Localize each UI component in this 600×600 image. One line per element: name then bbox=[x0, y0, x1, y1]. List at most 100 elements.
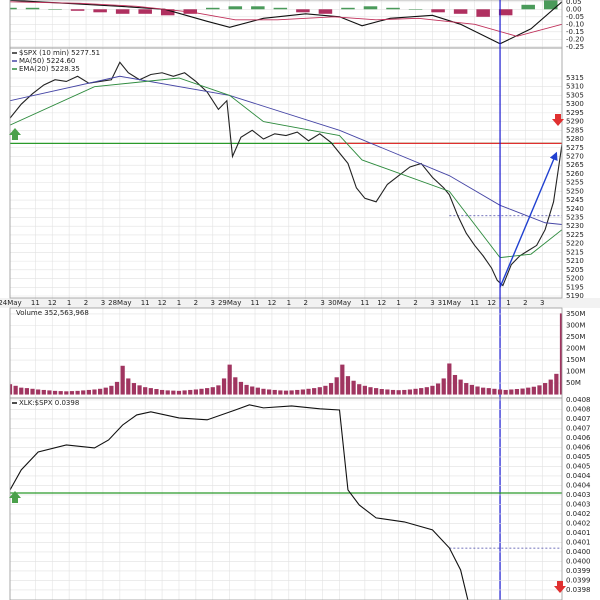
series-line bbox=[10, 61, 562, 287]
y-tick-label: 5220 bbox=[566, 240, 584, 248]
histogram-bar bbox=[138, 9, 152, 14]
x-tick-label: 1 bbox=[506, 299, 510, 307]
volume-bar bbox=[497, 389, 503, 395]
volume-bar bbox=[357, 384, 362, 395]
y-tick-label: 5260 bbox=[566, 170, 584, 178]
y-tick-label: 0.0404 bbox=[566, 481, 591, 489]
volume-bar bbox=[193, 389, 198, 395]
volume-bar bbox=[148, 388, 153, 395]
volume-bar bbox=[19, 387, 24, 395]
y-tick-label: 5290 bbox=[566, 118, 584, 126]
volume-bar bbox=[368, 387, 373, 395]
volume-bar bbox=[475, 386, 480, 395]
y-tick-label: 0.0403 bbox=[566, 491, 591, 499]
volume-bar bbox=[250, 386, 255, 395]
volume-bar bbox=[385, 389, 390, 395]
volume-bar bbox=[75, 390, 80, 395]
volume-bar bbox=[205, 388, 210, 395]
volume-bar bbox=[58, 391, 63, 395]
series-line bbox=[10, 75, 562, 225]
histogram-bar bbox=[273, 7, 288, 10]
volume-bar bbox=[559, 313, 562, 395]
y-tick-label: -0.20 bbox=[566, 35, 584, 43]
y-tick-label: -0.05 bbox=[566, 13, 584, 21]
volume-bar bbox=[441, 378, 446, 395]
y-tick-label: 5190 bbox=[566, 292, 584, 300]
y-tick-label: 0.0400 bbox=[566, 548, 591, 556]
y-tick-label: 0.0400 bbox=[566, 557, 591, 565]
y-tick-label: 0.0404 bbox=[566, 472, 591, 480]
panel-frame bbox=[9, 397, 563, 600]
volume-bar bbox=[64, 391, 69, 395]
volume-bar bbox=[13, 385, 18, 395]
histogram-bar bbox=[10, 7, 17, 10]
volume-bar bbox=[244, 384, 249, 395]
volume-bar bbox=[210, 387, 215, 395]
red-marker bbox=[554, 581, 566, 593]
y-tick-label: 150M bbox=[566, 356, 585, 364]
y-tick-label: 5250 bbox=[566, 187, 584, 195]
y-tick-label: 50M bbox=[566, 379, 581, 387]
volume-bar bbox=[131, 383, 137, 395]
y-tick-label: 0.0403 bbox=[566, 500, 591, 508]
green-marker bbox=[9, 128, 21, 140]
x-tick-label: 11 bbox=[141, 299, 150, 307]
volume-bar bbox=[503, 389, 508, 395]
x-tick-label: 12 bbox=[267, 299, 276, 307]
x-tick-label: 2 bbox=[84, 299, 88, 307]
y-tick-label: 5235 bbox=[566, 214, 584, 222]
legend-label: $SPX (10 min) 5277.51 bbox=[19, 49, 100, 57]
y-tick-label: 5225 bbox=[566, 231, 584, 239]
volume-bar bbox=[520, 388, 525, 395]
volume-bar bbox=[447, 363, 452, 395]
x-tick-label: 11 bbox=[470, 299, 479, 307]
y-tick-label: 100M bbox=[566, 368, 585, 376]
legend-label: EMA(20) 5228.35 bbox=[19, 65, 80, 73]
x-tick-label: 3 bbox=[540, 299, 544, 307]
x-tick-label: 11 bbox=[360, 299, 369, 307]
x-tick-label: 29May bbox=[218, 299, 241, 307]
histogram-bar bbox=[296, 9, 310, 13]
x-tick-label: 28May bbox=[108, 299, 131, 307]
panel-title: Volume 352,563,968 bbox=[16, 309, 89, 317]
panel bbox=[10, 61, 562, 297]
volume-bar bbox=[176, 390, 182, 395]
red-marker bbox=[552, 114, 564, 126]
volume-bar bbox=[458, 379, 463, 395]
volume-bar bbox=[126, 378, 131, 395]
volume-bar bbox=[171, 390, 176, 395]
volume-bar bbox=[464, 383, 469, 395]
legend-label: MA(50) 5224.60 bbox=[19, 57, 75, 65]
volume-bar bbox=[340, 364, 345, 395]
y-tick-label: 5265 bbox=[566, 161, 584, 169]
volume-bar bbox=[295, 389, 300, 395]
volume-bar bbox=[407, 389, 413, 395]
volume-bar bbox=[47, 390, 52, 395]
x-tick-label: 12 bbox=[487, 299, 496, 307]
y-tick-label: 5215 bbox=[566, 248, 584, 256]
series-line bbox=[10, 404, 469, 600]
x-tick-label: 3 bbox=[101, 299, 105, 307]
y-tick-label: 5195 bbox=[566, 283, 584, 291]
histogram-bar bbox=[408, 9, 423, 10]
volume-bar bbox=[24, 388, 30, 395]
volume-bar bbox=[362, 385, 367, 395]
volume-bar bbox=[255, 387, 260, 395]
histogram-bar bbox=[543, 0, 558, 10]
volume-bar bbox=[238, 381, 244, 395]
y-tick-label: 0.0405 bbox=[566, 462, 591, 470]
x-tick-label: 2 bbox=[413, 299, 417, 307]
histogram-bar bbox=[251, 6, 265, 10]
y-tick-label: 0.0405 bbox=[566, 453, 591, 461]
y-tick-label: 300M bbox=[566, 321, 585, 329]
y-tick-label: 0.0398 bbox=[566, 586, 591, 594]
histogram-bar bbox=[386, 7, 400, 10]
volume-bar bbox=[554, 373, 559, 395]
histogram-bar bbox=[521, 4, 535, 10]
x-tick-label: 1 bbox=[67, 299, 71, 307]
y-tick-label: 0.0408 bbox=[566, 405, 591, 413]
volume-bar bbox=[216, 385, 221, 395]
y-tick-label: 0.0408 bbox=[566, 396, 591, 404]
